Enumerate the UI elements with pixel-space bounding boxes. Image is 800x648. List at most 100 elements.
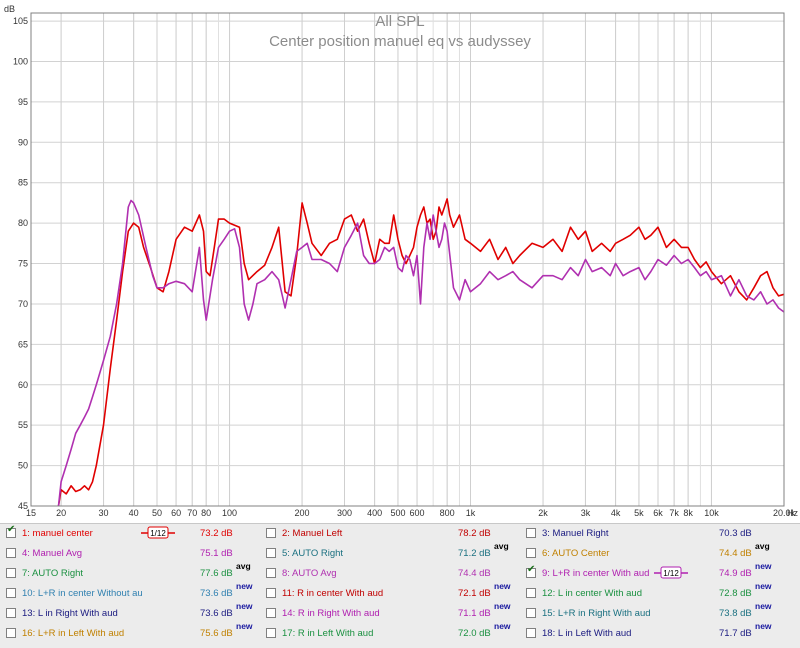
legend-tag: new (755, 561, 772, 571)
legend-checkbox[interactable] (6, 524, 16, 538)
legend-label[interactable]: 7: AUTO Right (22, 568, 84, 579)
legend-value: 71.2 dB (458, 548, 491, 559)
legend-tag: new (236, 601, 253, 611)
legend-label[interactable]: 6: AUTO Center (542, 548, 610, 559)
legend-checkbox[interactable] (526, 588, 536, 598)
legend-tag: avg (236, 561, 251, 571)
y-tick-label: 95 (18, 97, 28, 107)
smoothing-badge[interactable]: 1/12 (654, 566, 688, 579)
legend-tag: new (236, 581, 253, 591)
legend-checkbox[interactable] (266, 588, 276, 598)
legend-checkbox[interactable] (6, 588, 16, 598)
legend-checkbox[interactable] (266, 628, 276, 638)
y-tick-label: 45 (18, 501, 28, 511)
smoothing-badge-box (660, 566, 682, 579)
y-tick-label: 100 (13, 56, 28, 66)
legend-tag: new (755, 581, 772, 591)
series-line-lr-center-with-aud (57, 199, 785, 507)
legend-row: 16: L+R in Left With aud 75.6 dB new 17: R … (0, 621, 800, 644)
y-tick-label: 55 (18, 420, 28, 430)
x-tick-label: 100 (222, 508, 237, 518)
legend-label[interactable]: 5: AUTO Right (282, 548, 344, 559)
y-tick-label: 65 (18, 339, 28, 349)
y-tick-label: 105 (13, 16, 28, 26)
legend-checkbox[interactable] (526, 564, 536, 578)
legend-label[interactable]: 10: L+R in center Without au (22, 588, 143, 599)
x-tick-label: 600 (410, 508, 425, 518)
legend-label[interactable]: 13: L in Right With aud (22, 608, 118, 619)
chart-subtitle: Center position manuel eq vs audyssey (269, 33, 531, 50)
legend-value: 72.8 dB (719, 588, 752, 599)
smoothing-badge-text: 1/12 (150, 529, 166, 538)
y-tick-label: 50 (18, 461, 28, 471)
legend-checkbox[interactable] (526, 628, 536, 638)
legend-value: 72.0 dB (458, 628, 491, 639)
legend-label[interactable]: 14: R in Right With aud (282, 608, 380, 619)
legend-tag: new (755, 621, 772, 631)
x-tick-label: 50 (152, 508, 162, 518)
x-tick-label: 300 (337, 508, 352, 518)
legend-tag: avg (494, 541, 509, 551)
y-tick-label: 80 (18, 218, 28, 228)
series-lines (57, 198, 785, 507)
legend-label[interactable]: 3: Manuel Right (542, 528, 609, 539)
legend-value: 74.4 dB (458, 568, 491, 579)
legend-checkbox[interactable] (6, 608, 16, 618)
legend-value: 77.6 dB (200, 568, 233, 579)
legend-label[interactable]: 12: L in center With aud (542, 588, 642, 599)
legend-checkbox[interactable] (6, 628, 16, 638)
legend-checkbox[interactable] (526, 528, 536, 538)
legend-checkbox[interactable] (526, 548, 536, 558)
legend-label[interactable]: 9: L+R in center With aud (542, 568, 650, 579)
x-tick-label: 1k (466, 508, 476, 518)
x-tick-label: 5k (634, 508, 644, 518)
legend-checkbox[interactable] (266, 548, 276, 558)
y-tick-label: 90 (18, 137, 28, 147)
x-tick-label: 400 (367, 508, 382, 518)
legend-tag: new (755, 601, 772, 611)
legend-label[interactable]: 15: L+R in Right With aud (542, 608, 651, 619)
legend-label[interactable]: 17: R in Left With aud (282, 628, 374, 639)
y-tick-label: 85 (18, 178, 28, 188)
grid-lines (30, 13, 785, 507)
legend-checkbox[interactable] (266, 608, 276, 618)
legend-value: 73.8 dB (719, 608, 752, 619)
legend-checkbox[interactable] (266, 528, 276, 538)
x-tick-label: 15 (26, 508, 36, 518)
x-tick-label: 30 (99, 508, 109, 518)
legend-checkbox[interactable] (6, 548, 16, 558)
legend-value: 71.1 dB (458, 608, 491, 619)
x-tick-label: 40 (129, 508, 139, 518)
legend-value: 72.1 dB (458, 588, 491, 599)
legend-label[interactable]: 18: L in Left With aud (542, 628, 632, 639)
legend-label[interactable]: 11: R in center With aud (282, 588, 384, 599)
legend-label[interactable]: 8: AUTO Avg (282, 568, 337, 579)
x-tick-label: 500 (390, 508, 405, 518)
legend-label[interactable]: 4: Manuel Avg (22, 548, 83, 559)
legend-label[interactable]: 16: L+R in Left With aud (22, 628, 125, 639)
x-tick-label: 7k (669, 508, 679, 518)
legend-value: 74.9 dB (719, 568, 752, 579)
x-tick-label: 10k (704, 508, 719, 518)
legend-tag: avg (755, 541, 770, 551)
spl-chart: 45 50 55 60 65 70 75 80 85 90 95 100 105 15 20 30 40 50 6… (4, 4, 799, 518)
x-tick-label: 200 (295, 508, 310, 518)
x-axis-ticks: 15 20 30 40 50 60 70 80 100 200 300 400 500 600 800 1k 2… (26, 508, 796, 518)
x-tick-label: 6k (653, 508, 663, 518)
legend-checkbox[interactable] (266, 568, 276, 578)
smoothing-badge[interactable]: 1/12 (141, 526, 175, 539)
chart-title: All SPL (375, 13, 424, 30)
x-tick-label: 20.0k (773, 508, 796, 518)
x-tick-label: 800 (440, 508, 455, 518)
legend-value: 75.1 dB (200, 548, 233, 559)
legend-label[interactable]: 1: manuel center (22, 528, 93, 539)
legend-value: 73.6 dB (200, 588, 233, 599)
legend-checkbox[interactable] (526, 608, 536, 618)
smoothing-badge-box (147, 526, 169, 539)
smoothing-badge-text: 1/12 (663, 569, 679, 578)
legend-tag: new (494, 601, 511, 611)
legend-checkbox[interactable] (6, 568, 16, 578)
legend-value: 73.6 dB (200, 608, 233, 619)
legend-label[interactable]: 2: Manuel Left (282, 528, 343, 539)
plot-frame (30, 12, 785, 507)
